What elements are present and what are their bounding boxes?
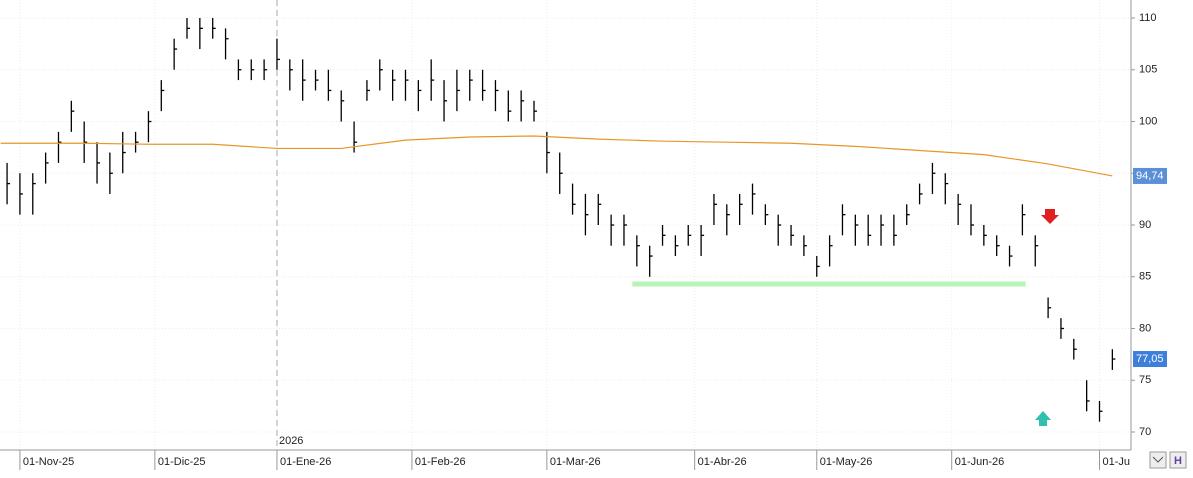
- close-last-label: 77,05: [1136, 353, 1164, 365]
- y-tick-label: 90: [1139, 219, 1151, 231]
- x-tick-label: 01-May-26: [820, 456, 873, 468]
- y-tick-label: 75: [1139, 374, 1151, 386]
- scroll-button[interactable]: [1149, 451, 1167, 469]
- y-tick-label: 110: [1139, 12, 1157, 24]
- y-tick-label: 70: [1139, 426, 1151, 438]
- y-tick-label: 100: [1139, 115, 1157, 127]
- up-arrow: [1035, 411, 1051, 426]
- y-tick-label: 85: [1139, 271, 1151, 283]
- x-tick-label: 01-Jun-26: [955, 456, 1005, 468]
- menu-icon: H: [1174, 455, 1182, 467]
- down-arrow: [1041, 209, 1059, 224]
- x-tick-label: 01-Ju: [1103, 456, 1131, 468]
- close-last-label-box: [1133, 351, 1167, 368]
- year-marker-label: 2026: [279, 435, 303, 447]
- y-tick-label: 80: [1139, 322, 1151, 334]
- x-tick-label: 01-Dic-25: [158, 456, 206, 468]
- ma-last-label-box: [1133, 167, 1167, 184]
- ma-last-label: 94,74: [1136, 170, 1164, 182]
- x-tick-label: 01-Abr-26: [698, 456, 747, 468]
- x-tick-label: 01-Feb-26: [415, 456, 466, 468]
- moving-average: [0, 135, 1113, 177]
- scroll-icon: [1152, 456, 1164, 463]
- menu-button[interactable]: [1169, 451, 1187, 469]
- x-tick-label: 01-Mar-26: [550, 456, 601, 468]
- y-tick-label: 105: [1139, 64, 1157, 76]
- x-tick-label: 01-Ene-26: [280, 456, 331, 468]
- x-tick-label: 01-Nov-25: [23, 456, 74, 468]
